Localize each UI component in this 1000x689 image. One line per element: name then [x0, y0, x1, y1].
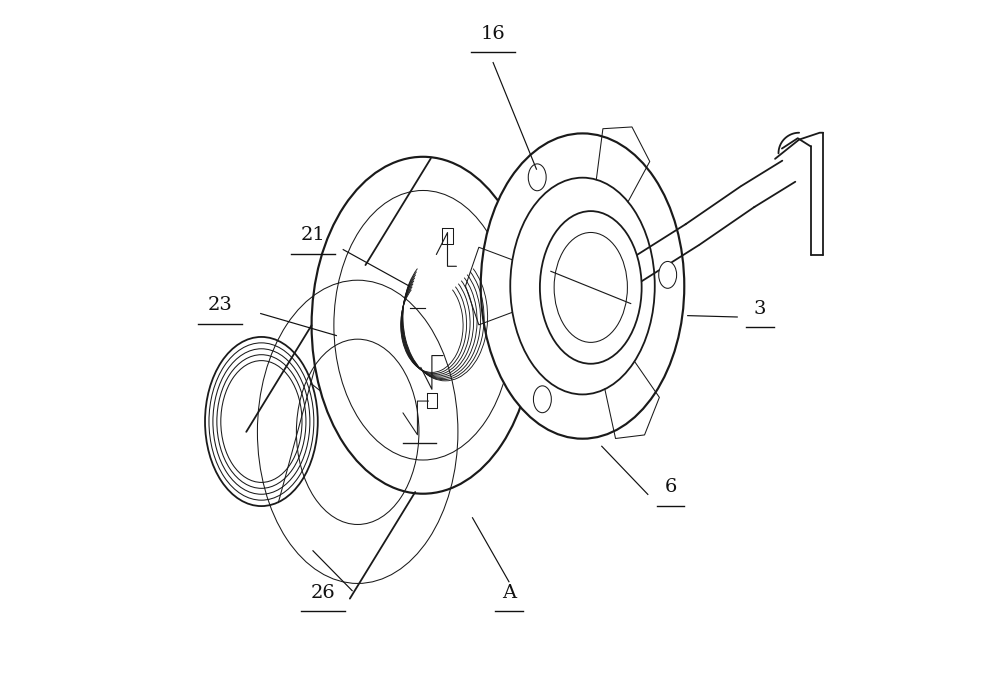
Text: 23: 23: [208, 296, 233, 314]
Text: 6: 6: [664, 478, 677, 496]
Text: 3: 3: [754, 300, 766, 318]
Text: 21: 21: [301, 226, 325, 244]
Ellipse shape: [533, 386, 551, 413]
Ellipse shape: [540, 211, 642, 364]
Ellipse shape: [481, 134, 684, 439]
Ellipse shape: [528, 164, 546, 191]
Ellipse shape: [659, 261, 677, 288]
Text: 16: 16: [481, 25, 505, 43]
Text: 26: 26: [310, 584, 335, 601]
Ellipse shape: [312, 157, 534, 494]
Text: A: A: [502, 584, 516, 601]
Ellipse shape: [205, 337, 318, 506]
